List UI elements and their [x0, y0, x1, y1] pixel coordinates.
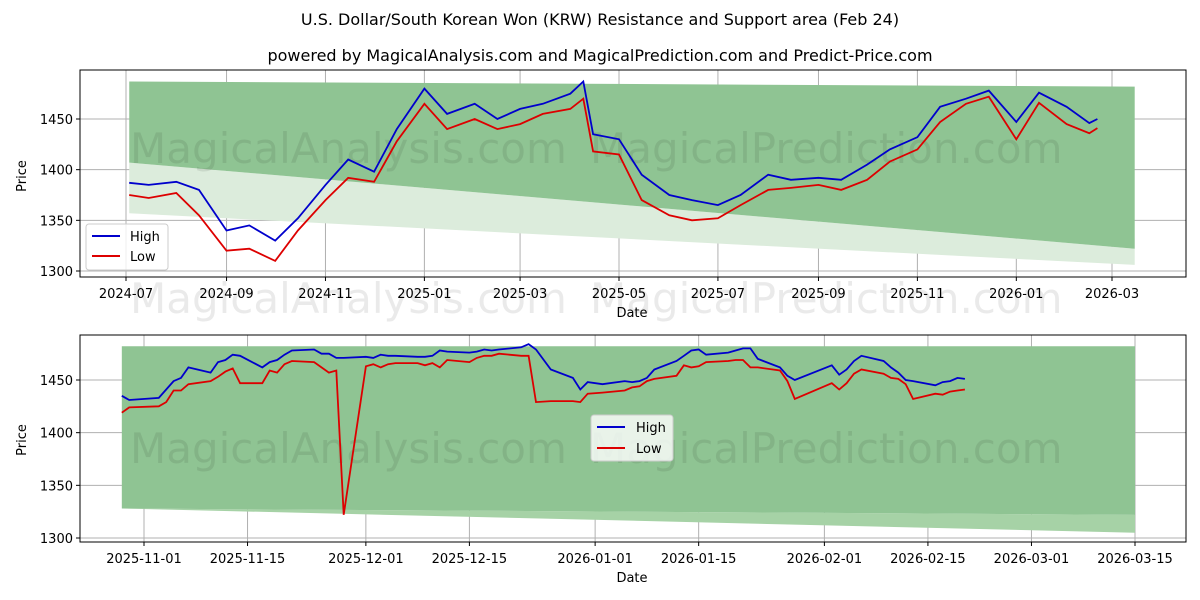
- y-tick-label: 1450: [40, 374, 73, 389]
- bottom-y-axis-label: Price: [15, 424, 30, 456]
- x-tick-label: 2025-11: [890, 287, 944, 302]
- x-tick-label: 2026-01-01: [557, 552, 633, 567]
- chart-subtitle: powered by MagicalAnalysis.com and Magic…: [267, 46, 933, 65]
- x-tick-label: 2025-05: [592, 287, 646, 302]
- legend-high-label-bottom: High: [636, 421, 666, 436]
- watermark-analysis: MagicalAnalysis.com: [130, 124, 567, 173]
- watermark-analysis-bottom: MagicalAnalysis.com: [130, 424, 567, 473]
- x-tick-label: 2024-09: [199, 287, 253, 302]
- watermark-prediction-lower: MagicalPrediction.com: [590, 274, 1063, 323]
- x-tick-label: 2025-01: [397, 287, 451, 302]
- bottom-chart: MagicalAnalysis.com MagicalPrediction.co…: [15, 334, 1187, 586]
- bottom-axes-frame: [79, 334, 1187, 543]
- x-tick-label: 2026-03-01: [994, 552, 1070, 567]
- top-high-line: [129, 79, 1098, 242]
- x-tick-label: 2026-01: [989, 287, 1043, 302]
- x-tick-label: 2026-02-01: [787, 552, 863, 567]
- bottom-legend: High Low: [590, 414, 674, 462]
- watermark-prediction: MagicalPrediction.com: [590, 124, 1063, 173]
- y-tick-label: 1400: [40, 427, 73, 442]
- x-tick-label: 2024-11: [298, 287, 352, 302]
- chart-title: U.S. Dollar/South Korean Won (KRW) Resis…: [300, 10, 900, 29]
- top-legend: High Low: [85, 223, 169, 271]
- top-band-dark: [129, 81, 1135, 249]
- x-tick-label: 2026-03: [1085, 287, 1139, 302]
- y-tick-label: 1350: [40, 214, 73, 229]
- x-tick-label: 2025-11-01: [106, 552, 182, 567]
- bottom-x-axis-label: Date: [616, 571, 647, 586]
- top-axis-ticks: 1300 1350 1400 1450 2024-07 2024-09 2024-11 202…: [40, 113, 1139, 302]
- y-tick-label: 1400: [40, 164, 73, 179]
- top-chart: MagicalAnalysis.com MagicalPrediction.co…: [15, 69, 1187, 323]
- top-low-line: [129, 95, 1098, 263]
- x-tick-label: 2025-12-15: [432, 552, 508, 567]
- bottom-low-line: [121, 352, 966, 515]
- y-tick-label: 1300: [40, 265, 73, 280]
- top-y-axis-label: Price: [15, 160, 30, 192]
- x-tick-label: 2026-03-15: [1097, 552, 1173, 567]
- x-tick-label: 2026-01-15: [661, 552, 737, 567]
- legend-low-label: Low: [130, 250, 156, 265]
- legend-low-label-bottom: Low: [636, 442, 662, 457]
- bottom-high-line: [121, 343, 966, 401]
- y-tick-label: 1300: [40, 532, 73, 547]
- x-tick-label: 2026-02-15: [890, 552, 966, 567]
- x-tick-label: 2025-03: [493, 287, 547, 302]
- x-tick-label: 2025-07: [691, 287, 745, 302]
- legend-high-label: High: [130, 230, 160, 245]
- top-band-light: [129, 162, 1135, 265]
- y-tick-label: 1350: [40, 479, 73, 494]
- bottom-band-light: [121, 508, 1136, 533]
- x-tick-label: 2025-11-15: [210, 552, 286, 567]
- top-x-axis-label: Date: [616, 306, 647, 321]
- x-tick-label: 2025-09: [791, 287, 845, 302]
- x-tick-label: 2024-07: [99, 287, 153, 302]
- y-tick-label: 1450: [40, 113, 73, 128]
- bottom-axis-ticks: 1300 1350 1400 1450 2025-11-01 2025-11-15 2025…: [40, 374, 1173, 567]
- x-tick-label: 2025-12-01: [328, 552, 404, 567]
- watermark-analysis-lower: MagicalAnalysis.com: [130, 274, 567, 323]
- top-axes-frame: [79, 69, 1187, 278]
